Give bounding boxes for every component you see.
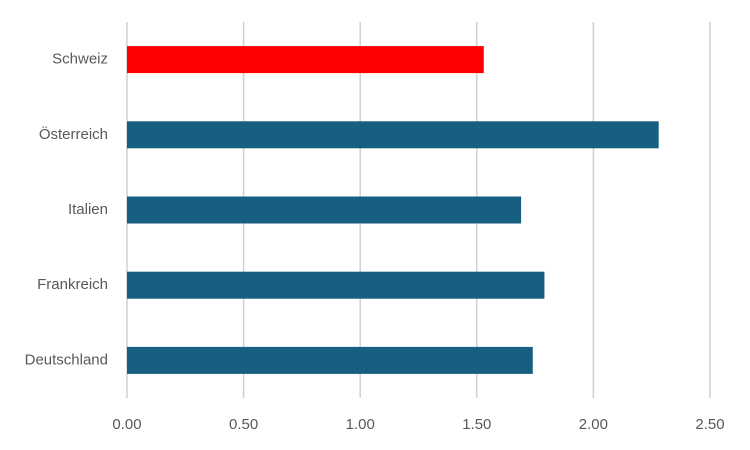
y-tick-label: Frankreich bbox=[37, 276, 108, 293]
x-tick-label: 2.50 bbox=[695, 416, 724, 433]
bar bbox=[127, 121, 659, 149]
y-tick-label: Deutschland bbox=[25, 351, 108, 368]
x-tick-label: 1.00 bbox=[346, 416, 375, 433]
bar bbox=[127, 271, 545, 299]
bar bbox=[127, 196, 522, 224]
y-tick-label: Italien bbox=[68, 201, 108, 218]
bar bbox=[127, 346, 533, 374]
x-tick-label: 1.50 bbox=[462, 416, 491, 433]
x-tick-label: 0.00 bbox=[112, 416, 141, 433]
bar bbox=[127, 46, 484, 74]
x-tick-label: 0.50 bbox=[229, 416, 258, 433]
y-tick-label: Schweiz bbox=[52, 51, 108, 68]
x-tick-label: 2.00 bbox=[579, 416, 608, 433]
y-tick-label: Österreich bbox=[39, 125, 108, 143]
